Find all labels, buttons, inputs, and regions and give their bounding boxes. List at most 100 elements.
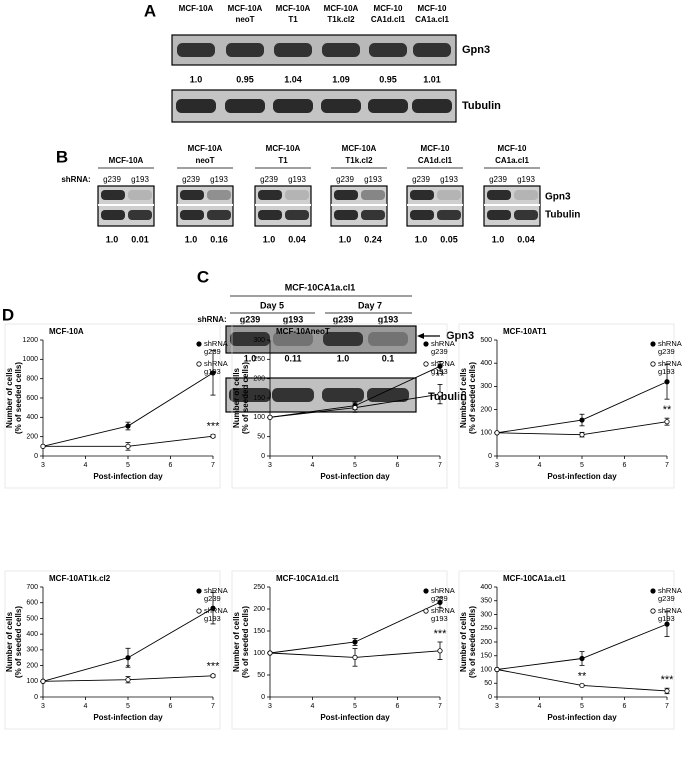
y-tick-label: 150 xyxy=(253,395,265,402)
y-tick-label: 600 xyxy=(26,600,38,607)
chart-title: MCF-10AT1k.cl2 xyxy=(49,574,111,583)
y-tick-label: 100 xyxy=(480,666,492,673)
quantification: 1.04 xyxy=(284,74,302,84)
data-point xyxy=(579,682,585,689)
lane-label: g193 xyxy=(288,175,306,184)
significance: *** xyxy=(207,660,221,672)
legend-marker xyxy=(423,361,429,367)
data-point xyxy=(210,605,216,611)
blot-band xyxy=(230,332,270,346)
y-tick-label: 300 xyxy=(480,383,492,390)
x-tick-label: 6 xyxy=(396,462,400,469)
legend-entry: shRNA g239 xyxy=(204,586,228,603)
blot-band xyxy=(361,210,385,220)
blot-label: Gpn3 xyxy=(446,330,474,342)
lane-label: MCF-10A xyxy=(276,4,311,13)
y-tick-label: 250 xyxy=(253,584,265,591)
blot-band xyxy=(487,190,511,200)
y-tick-label: 800 xyxy=(26,376,38,383)
lane-label: g193 xyxy=(210,175,228,184)
y-axis-title: Number of cells xyxy=(5,611,14,672)
chart-frame xyxy=(4,570,221,730)
y-tick-label: 50 xyxy=(257,672,265,679)
data-point xyxy=(437,363,443,369)
x-tick-label: 6 xyxy=(623,703,627,710)
significance: * xyxy=(126,662,131,674)
legend-entry: shRNA g193 xyxy=(658,606,682,623)
cell-line-label: MCF-10 xyxy=(498,144,527,153)
blot-band xyxy=(180,210,204,220)
legend-marker xyxy=(650,361,656,367)
y-tick-label: 1000 xyxy=(22,356,38,363)
blot-band xyxy=(323,332,363,346)
y-tick-label: 0 xyxy=(488,694,492,701)
data-point xyxy=(352,639,358,645)
quantification: 1.0 xyxy=(106,234,119,244)
quantification: 0.1 xyxy=(382,353,395,363)
series-line xyxy=(42,372,214,447)
blot-band xyxy=(285,190,309,200)
y-tick-label: 350 xyxy=(480,598,492,605)
legend-entry: shRNA g193 xyxy=(204,606,228,623)
blot xyxy=(171,89,457,123)
blot-band xyxy=(272,388,314,402)
legend-marker xyxy=(650,588,656,594)
y-tick-label: 1200 xyxy=(22,337,38,344)
x-tick-label: 3 xyxy=(495,703,499,710)
legend-marker xyxy=(196,341,202,347)
legend-marker xyxy=(423,608,429,614)
x-tick-label: 3 xyxy=(268,462,272,469)
data-point xyxy=(579,655,585,662)
panel-label: C xyxy=(197,267,209,286)
blot-label: Gpn3 xyxy=(462,44,490,56)
data-point xyxy=(352,405,358,411)
panel-label: B xyxy=(56,147,68,166)
lane-label: g239 xyxy=(489,175,507,184)
x-tick-label: 6 xyxy=(169,703,173,710)
y-tick-label: 0 xyxy=(488,453,492,460)
lane-label: T1k.cl2 xyxy=(327,15,355,24)
y-axis-title: Number of cells xyxy=(232,611,241,672)
quantification: 1.0 xyxy=(337,353,350,363)
legend-entry: shRNA g193 xyxy=(431,606,455,623)
x-tick-label: 5 xyxy=(126,703,130,710)
blot-band xyxy=(322,43,360,57)
x-tick-label: 4 xyxy=(84,703,88,710)
quantification: 0.16 xyxy=(210,234,228,244)
cell-line-label: neoT xyxy=(195,156,214,165)
cell-line-label: T1 xyxy=(278,156,288,165)
x-tick-label: 7 xyxy=(211,462,215,469)
arrowhead xyxy=(417,333,424,339)
chart-title: MCF-10AneoT xyxy=(276,327,330,336)
data-point xyxy=(664,688,670,694)
cell-line-label: MCF-10A xyxy=(188,144,223,153)
data-point xyxy=(494,666,500,673)
y-tick-label: 250 xyxy=(253,356,265,363)
y-tick-label: 0 xyxy=(261,453,265,460)
x-axis-title: Post-infection day xyxy=(320,472,390,481)
blot-band xyxy=(180,190,204,200)
chart-title: MCF-10AT1 xyxy=(503,327,547,336)
x-tick-label: 5 xyxy=(353,703,357,710)
chart-frame xyxy=(4,323,221,489)
x-tick-label: 7 xyxy=(665,462,669,469)
blot-band xyxy=(128,210,152,220)
significance: ** xyxy=(436,370,445,382)
y-tick-label: 150 xyxy=(480,653,492,660)
lane-label: MCF-10 xyxy=(418,4,447,13)
legend-entry: shRNA g239 xyxy=(658,586,682,603)
lane-label: g193 xyxy=(283,314,304,324)
quantification: 0.11 xyxy=(284,353,301,363)
quantification: 0.24 xyxy=(364,234,382,244)
cell-line-label: MCF-10A xyxy=(342,144,377,153)
data-point xyxy=(267,650,273,656)
legend-entry: shRNA g193 xyxy=(658,359,682,376)
data-point xyxy=(579,432,585,438)
blot-band xyxy=(487,210,511,220)
x-axis-title: Post-infection day xyxy=(320,713,390,722)
blot-band xyxy=(176,99,216,113)
legend-entry: shRNA g239 xyxy=(431,586,455,603)
blot xyxy=(171,34,457,66)
quantification: 1.09 xyxy=(332,74,350,84)
